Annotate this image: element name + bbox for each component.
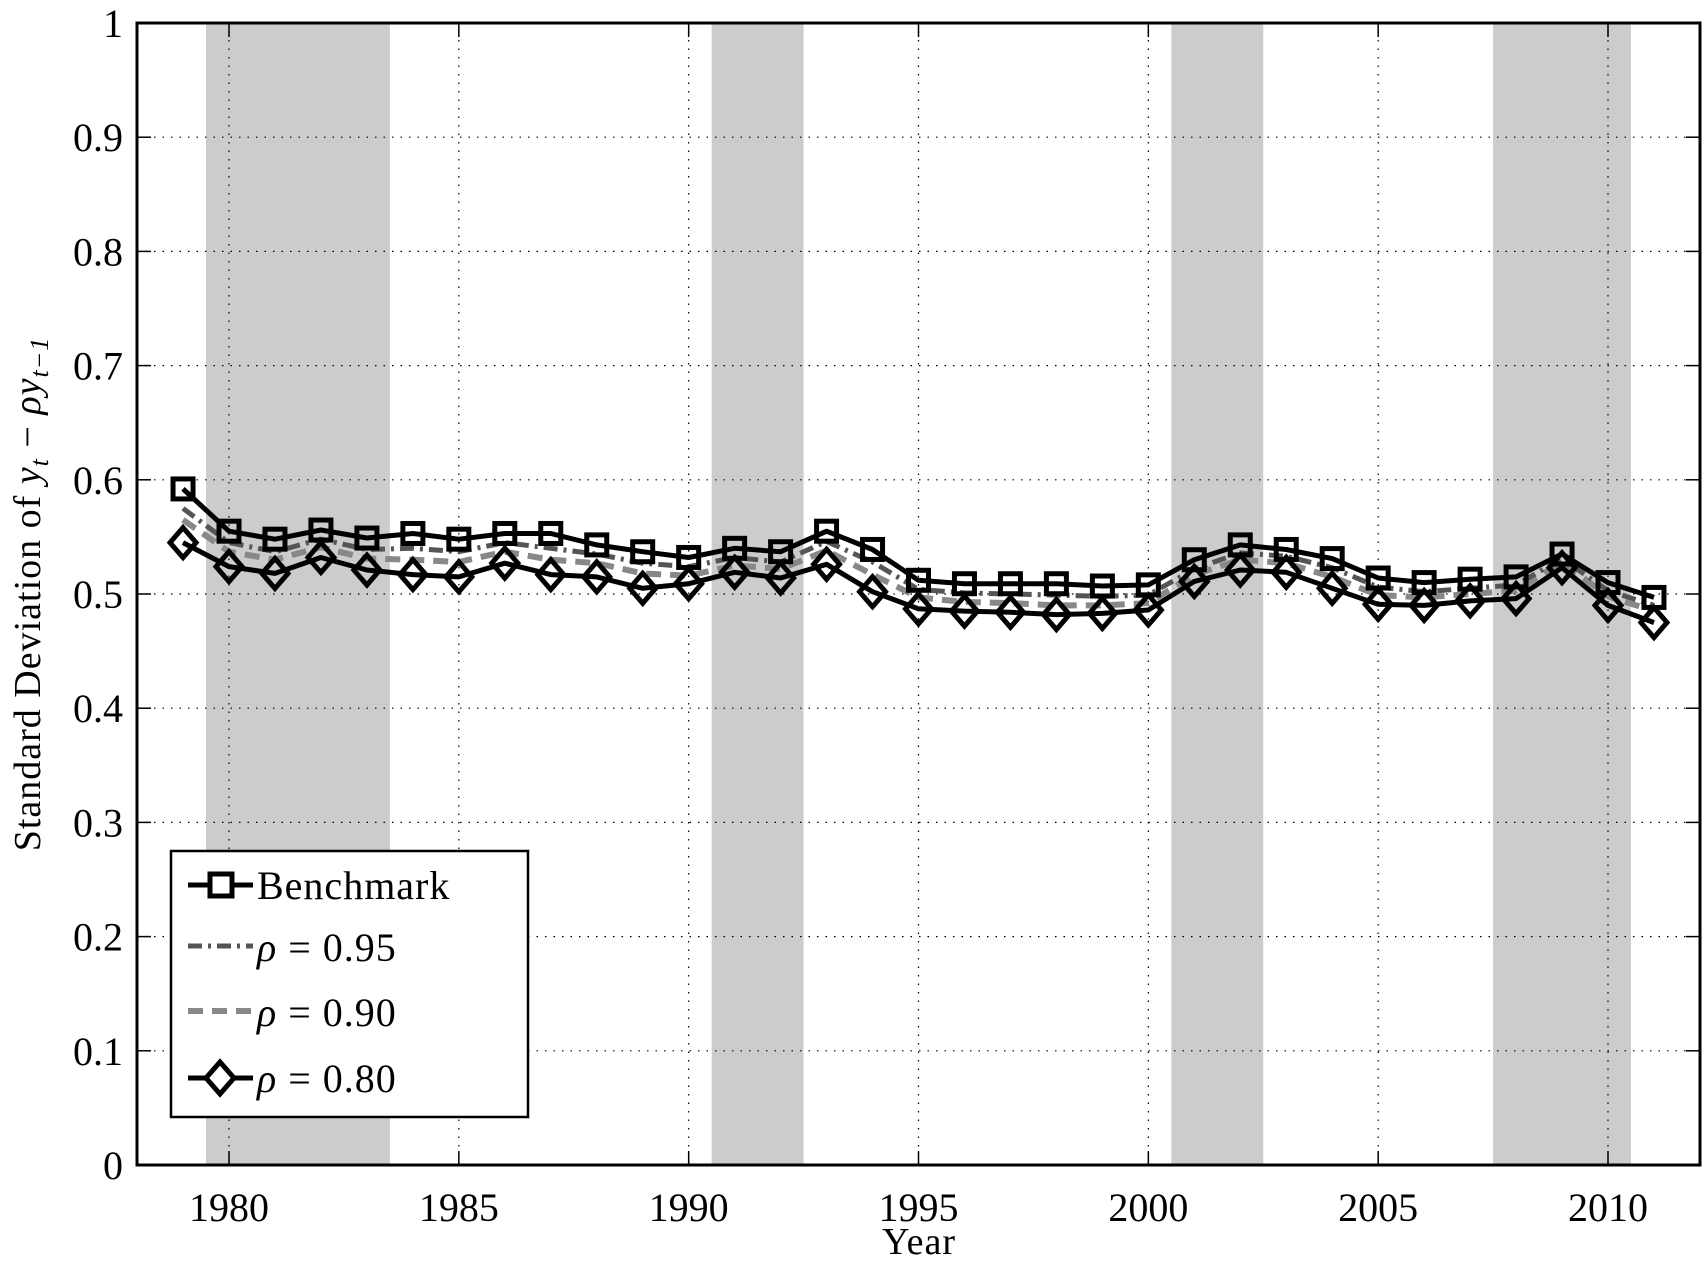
y-tick-label: 0.8: [73, 229, 123, 274]
square-marker: [630, 539, 656, 565]
square-marker: [262, 526, 288, 552]
x-tick-label: 1980: [189, 1185, 269, 1230]
square-marker: [1043, 571, 1069, 597]
diamond-marker: [902, 590, 935, 628]
diamond-marker: [1132, 591, 1165, 629]
y-tick-label: 0.7: [73, 344, 123, 389]
diamond-marker: [1361, 585, 1395, 624]
diamond-marker: [350, 551, 384, 589]
y-tick-label: 0.4: [73, 686, 123, 731]
square-marker: [538, 520, 564, 546]
y-tick-label: 0.3: [73, 800, 123, 845]
diamond-marker: [1591, 586, 1625, 625]
y-tick-labels: 0 0.1 0.2 0.3 0.4 0.5 0.6 0.7 0.8 0.9 1: [73, 1, 123, 1188]
diamond-marker: [764, 559, 797, 597]
diamond-marker: [258, 554, 292, 593]
y-axis-title-minus: −: [7, 415, 49, 458]
legend-label: ρ = 0.90: [255, 990, 397, 1035]
y-axis-title: Standard Deviation of yt − ρyt−1: [7, 337, 54, 852]
diamond-marker: [626, 569, 660, 608]
x-tick-label: 1985: [419, 1185, 499, 1230]
diamond-marker: [534, 555, 568, 594]
x-axis-title: Year: [882, 1221, 956, 1261]
legend-entry-rho-090: ρ = 0.90: [188, 990, 397, 1035]
y-axis-title-sub2: t−1: [25, 337, 54, 378]
square-marker: [1319, 546, 1345, 572]
diamond-marker: [396, 555, 430, 594]
series--0-95: [181, 506, 1655, 608]
diamond-marker: [1040, 595, 1073, 634]
y-axis-title-rho: ρ: [7, 395, 49, 415]
legend-entry-rho-095: ρ = 0.95: [188, 925, 397, 970]
diamond-marker: [442, 558, 476, 596]
diamond-marker: [856, 572, 889, 611]
legend: Benchmark ρ = 0.95 ρ = 0.90 ρ = 0.80: [169, 849, 530, 1119]
y-tick-label: 0.6: [73, 458, 123, 503]
y-tick-label: 0.9: [73, 115, 123, 160]
square-marker: [400, 520, 426, 546]
legend-label: ρ = 0.80: [255, 1056, 397, 1101]
x-tick-label: 1995: [879, 1185, 959, 1230]
diamond-marker: [212, 547, 246, 586]
y-axis-title-sub: t: [25, 458, 54, 466]
diamond-marker: [1223, 551, 1257, 589]
diamond-marker: [1545, 548, 1579, 587]
y-tick-label: 0.2: [73, 915, 123, 960]
legend-entry-benchmark: Benchmark: [188, 863, 450, 908]
square-marker-icon: [207, 871, 235, 899]
diamond-marker: [1637, 603, 1671, 642]
axis-ticks: [137, 22, 1700, 1166]
y-tick-label: 0: [103, 1143, 123, 1188]
square-marker: [584, 532, 610, 558]
legend-label: Benchmark: [257, 863, 450, 908]
y-tick-label: 0.1: [73, 1029, 123, 1074]
diamond-marker: [948, 592, 981, 630]
legend-entry-rho-080: ρ = 0.80: [188, 1056, 397, 1101]
x-tick-labels: 1980 1985 1990 1995 2000 2005 2010: [189, 1185, 1648, 1230]
square-marker: [170, 476, 196, 502]
diamond-marker: [488, 544, 522, 582]
square-marker: [860, 536, 886, 562]
diamond-marker: [718, 553, 751, 592]
legend-label: ρ = 0.95: [255, 925, 397, 970]
y-axis-title-var2: y: [7, 378, 49, 400]
diamond-marker: [580, 558, 614, 596]
x-tick-label: 2010: [1568, 1185, 1648, 1230]
y-tick-label: 0.5: [73, 572, 123, 617]
y-axis-title-var: y: [7, 466, 49, 488]
diamond-marker: [1407, 586, 1441, 625]
diamond-marker: [672, 564, 705, 603]
square-marker: [814, 518, 840, 544]
square-marker: [1549, 541, 1575, 567]
x-tick-label: 2000: [1108, 1185, 1188, 1230]
diamond-marker: [1315, 569, 1349, 608]
square-marker: [354, 525, 380, 551]
series--0-80: [166, 523, 1671, 642]
square-marker: [492, 520, 518, 546]
y-tick-label: 1: [103, 1, 123, 46]
data-series: [166, 476, 1671, 642]
diamond-marker: [1086, 594, 1119, 633]
x-tick-label: 1990: [649, 1185, 729, 1230]
square-marker: [446, 526, 472, 552]
diamond-marker: [1499, 579, 1533, 618]
diamond-marker: [166, 523, 200, 562]
square-marker: [216, 518, 242, 544]
x-tick-label: 2005: [1338, 1185, 1418, 1230]
y-axis-title-prefix: Standard Deviation of: [7, 484, 49, 851]
diamond-marker: [994, 593, 1027, 632]
diamond-marker: [304, 538, 338, 577]
diamond-marker-icon: [202, 1058, 238, 1098]
diamond-marker: [1177, 562, 1211, 601]
diamond-marker: [810, 545, 843, 584]
diamond-marker: [1453, 582, 1487, 620]
diamond-marker: [1269, 553, 1303, 592]
